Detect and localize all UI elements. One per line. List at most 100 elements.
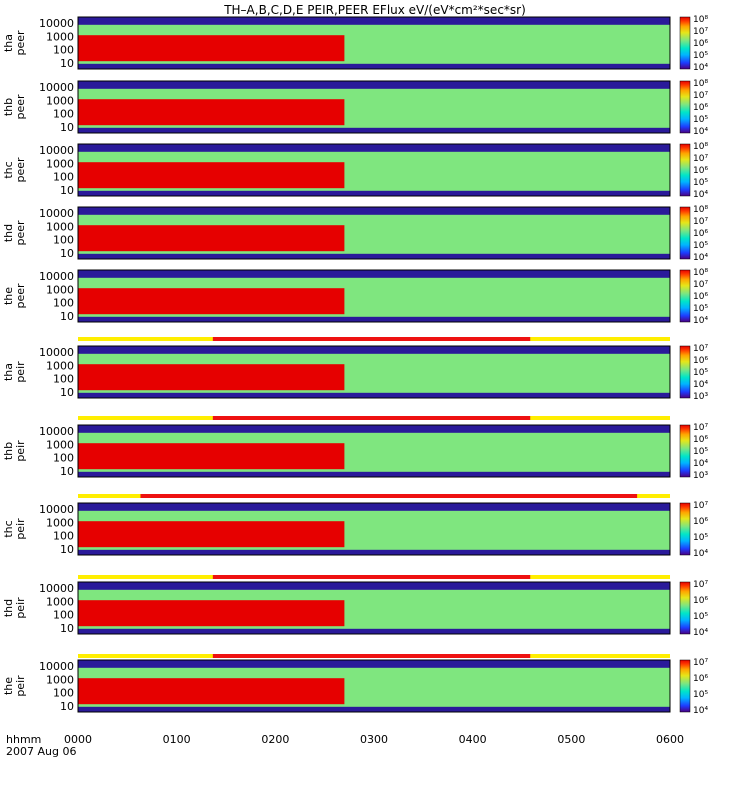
panel-frame: [77, 16, 671, 70]
colorbar-tick-label: 10⁶: [693, 292, 708, 302]
colorbar-tick-label: 10⁷: [693, 91, 708, 101]
y-tick-label: 10: [60, 57, 74, 70]
colorbar-tick-label: 10⁷: [693, 217, 708, 227]
colorbar-tick-label: 10⁶: [693, 674, 708, 684]
colorbar-tick-label: 10⁷: [693, 27, 708, 37]
panel-probe-label: thc: [2, 161, 15, 178]
x-tick-label: 0200: [261, 733, 289, 746]
mode-bars-group: [78, 337, 670, 658]
colorbar-tick-label: 10⁵: [693, 447, 708, 457]
colorbar-tick-label: 10⁴: [693, 459, 708, 469]
colorbar-tick-label: 10³: [693, 471, 708, 481]
panel-frame: [77, 143, 671, 197]
panel-frame: [77, 424, 671, 478]
y-tick-label: 1000: [46, 94, 74, 107]
colorbar-tick-label: 10⁴: [693, 63, 708, 73]
colorbar-tick-label: 10⁶: [693, 356, 708, 366]
spectrogram-band-hot: [78, 162, 345, 189]
colorbar-tick-label: 10⁴: [693, 380, 708, 390]
colorbar-tick-label: 10⁷: [693, 344, 708, 354]
panel-frame: [77, 80, 671, 134]
colorbar-tick-label: 10⁴: [693, 549, 708, 559]
panel-probe-label: thc: [2, 520, 15, 537]
time-axis-date: 2007 Aug 06: [6, 745, 76, 758]
colorbar-tick-label: 10⁵: [693, 368, 708, 378]
y-tick-label: 10: [60, 247, 74, 260]
y-tick-label: 10000: [39, 17, 74, 30]
y-tick-label: 1000: [46, 359, 74, 372]
mode-bar: [78, 494, 670, 498]
colorbar-tick-label: 10⁶: [693, 596, 708, 606]
y-tick-label: 100: [53, 44, 74, 57]
y-tick-label: 100: [53, 452, 74, 465]
panel-species-label: peer: [14, 283, 27, 309]
time-axis: 0000 0100 0200 0300 0400 0500 0600: [64, 733, 684, 746]
colorbar-tick-label: 10⁴: [693, 706, 708, 716]
spectrogram-band-hot: [78, 99, 345, 126]
colorbar-tick-label: 10⁶: [693, 229, 708, 239]
spectrogram-band-hot: [78, 678, 345, 705]
colorbar-tick-label: 10⁶: [693, 435, 708, 445]
y-tick-label: 10: [60, 184, 74, 197]
colorbar: [679, 206, 691, 260]
colorbar-tick-label: 10⁷: [693, 423, 708, 433]
y-tick-label: 100: [53, 297, 74, 310]
mode-bar: [78, 337, 670, 341]
colorbar-tick-label: 10⁷: [693, 501, 708, 511]
x-tick-label: 0300: [360, 733, 388, 746]
panel-frame: [77, 502, 671, 556]
spectrogram-band-hot: [78, 364, 345, 391]
y-tick-label: 10000: [39, 425, 74, 438]
colorbar-tick-label: 10⁴: [693, 253, 708, 263]
colorbar-tick-label: 10⁴: [693, 127, 708, 137]
panel-species-label: peir: [14, 361, 27, 383]
colorbar-tick-label: 10⁶: [693, 517, 708, 527]
colorbar-tick-label: 10⁵: [693, 241, 708, 251]
y-tick-label: 10: [60, 310, 74, 323]
colorbar-tick-label: 10⁸: [693, 15, 708, 25]
panel-probe-label: thb: [2, 442, 15, 460]
y-tick-label: 1000: [46, 516, 74, 529]
x-tick-label: 0100: [163, 733, 191, 746]
time-axis-label: hhmm: [6, 733, 41, 746]
panel-frame: [77, 581, 671, 635]
colorbar-tick-label: 10⁵: [693, 304, 708, 314]
colorbar: [679, 502, 691, 556]
y-tick-label: 1000: [46, 157, 74, 170]
colorbar-tick-label: 10³: [693, 392, 708, 402]
spectrogram-band-hot: [78, 443, 345, 470]
colorbar-tick-label: 10⁵: [693, 533, 708, 543]
y-tick-label: 10: [60, 622, 74, 635]
y-tick-label: 10000: [39, 81, 74, 94]
colorbar-tick-label: 10⁶: [693, 39, 708, 49]
y-tick-label: 1000: [46, 220, 74, 233]
panel-probe-label: thd: [2, 224, 15, 242]
colorbar-tick-label: 10⁷: [693, 658, 708, 668]
x-tick-label: 0600: [656, 733, 684, 746]
colorbar-tick-label: 10⁵: [693, 690, 708, 700]
panel-frame: [77, 206, 671, 260]
colorbar-tick-label: 10⁴: [693, 190, 708, 200]
panel-species-label: peer: [14, 157, 27, 183]
y-tick-label: 10: [60, 386, 74, 399]
y-tick-label: 10: [60, 121, 74, 134]
y-tick-label: 10: [60, 465, 74, 478]
colorbar-tick-label: 10⁵: [693, 178, 708, 188]
panel-probe-label: tha: [2, 363, 15, 381]
y-tick-label: 100: [53, 609, 74, 622]
panel-probe-label: thb: [2, 98, 15, 116]
panel-species-label: peer: [14, 30, 27, 56]
colorbar-tick-label: 10⁴: [693, 316, 708, 326]
y-tick-label: 1000: [46, 595, 74, 608]
